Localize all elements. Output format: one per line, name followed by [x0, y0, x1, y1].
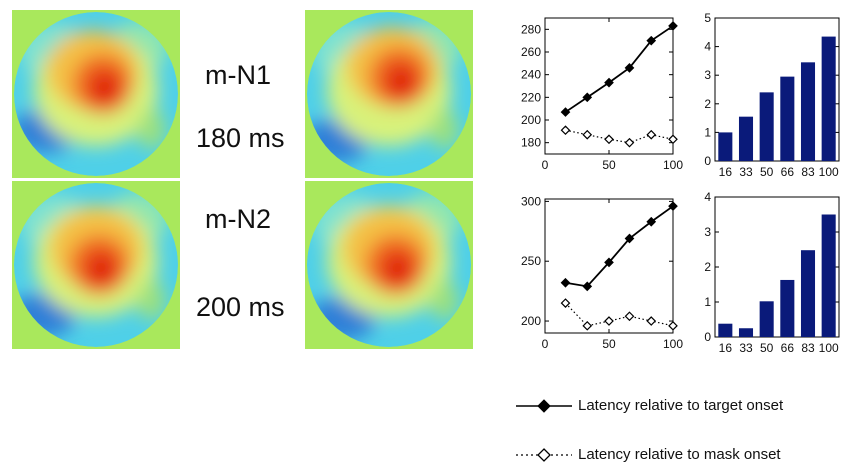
data-point-mask [604, 316, 614, 326]
data-point-target [560, 107, 571, 117]
data-point-mask [646, 129, 657, 140]
y-tick-label: 220 [521, 90, 541, 104]
y-tick-label: 4 [704, 190, 711, 204]
x-category-label: 83 [801, 165, 815, 179]
latency-label-n2: 200 ms [196, 292, 285, 322]
data-point-mask [582, 320, 593, 331]
line-chart-n1: 180 200 220 240 260 280 0 50 100 [500, 0, 700, 190]
y-tick-label: 2 [704, 97, 711, 111]
y-tick-label: 0 [704, 154, 711, 168]
bar [800, 250, 816, 337]
y-tick-label: 4 [704, 40, 711, 54]
x-category-label: 100 [819, 341, 839, 355]
topo-map-n2-left [12, 181, 180, 349]
topo-map-n2-right [305, 181, 473, 349]
data-point-mask [624, 137, 635, 148]
bar [821, 214, 836, 337]
y-tick-label: 280 [521, 22, 541, 36]
data-point-mask [668, 320, 678, 331]
x-tick-label: 100 [663, 158, 683, 172]
series-line-target [564, 25, 674, 113]
bar [759, 92, 774, 161]
y-tick-label: 300 [521, 194, 541, 208]
bar-chart-n1: 0 1 2 3 4 5 16 33 50 66 83 100 [690, 0, 844, 190]
data-point-target [624, 63, 635, 73]
data-point-mask [582, 129, 593, 140]
x-category-label: 16 [719, 341, 733, 355]
y-tick-label: 5 [704, 11, 711, 25]
bar [780, 279, 795, 337]
x-tick-label: 0 [542, 337, 549, 351]
component-label-n2: m-N2 [205, 204, 271, 234]
data-point-target [646, 216, 657, 227]
y-tick-label: 200 [521, 314, 541, 328]
x-category-label: 16 [719, 165, 733, 179]
line-chart-n2: 200 250 300 0 50 100 [500, 180, 700, 360]
x-category-label: 33 [739, 165, 753, 179]
data-point-target [604, 257, 614, 268]
legend-target-label: Latency relative to target onset [578, 397, 784, 414]
bar [759, 301, 774, 337]
x-category-label: 50 [760, 341, 774, 355]
y-tick-label: 2 [704, 260, 711, 274]
x-category-label: 100 [819, 165, 839, 179]
y-tick-label: 1 [704, 295, 711, 309]
bar [800, 62, 816, 161]
data-point-mask [560, 125, 571, 136]
data-point-mask [646, 316, 657, 326]
data-point-target [582, 281, 593, 292]
bar [821, 36, 836, 162]
data-point-mask [668, 134, 678, 145]
legend-mask-label: Latency relative to mask onset [578, 446, 781, 463]
bar-chart-n2: 0 1 2 3 4 16 33 50 66 83 100 [690, 180, 844, 360]
y-tick-label: 260 [521, 45, 541, 59]
plot-frame [714, 196, 840, 338]
topo-map-n1-right [305, 10, 473, 178]
data-point-target [604, 77, 614, 88]
data-point-target [560, 277, 571, 288]
data-point-mask [560, 298, 571, 308]
x-tick-label: 0 [542, 158, 549, 172]
x-category-label: 66 [781, 165, 795, 179]
bar [718, 132, 733, 161]
x-category-label: 33 [739, 341, 753, 355]
bar [738, 328, 754, 337]
y-tick-label: 250 [521, 254, 541, 268]
y-tick-label: 3 [704, 225, 711, 239]
data-point-target [668, 21, 678, 31]
x-category-label: 66 [781, 341, 795, 355]
x-category-label: 83 [801, 341, 815, 355]
x-category-label: 50 [760, 165, 774, 179]
x-tick-label: 50 [602, 158, 616, 172]
data-point-target [582, 92, 593, 103]
data-point-target [624, 233, 635, 244]
plot-frame [714, 17, 840, 162]
y-tick-label: 180 [521, 136, 541, 150]
data-point-mask [624, 311, 635, 322]
y-tick-label: 1 [704, 125, 711, 139]
latency-label-n1: 180 ms [196, 123, 285, 153]
y-tick-label: 3 [704, 68, 711, 82]
bar [718, 323, 733, 337]
data-point-mask [604, 134, 614, 145]
component-label-n1: m-N1 [205, 60, 271, 90]
x-tick-label: 100 [663, 337, 683, 351]
y-tick-label: 0 [704, 330, 711, 344]
x-tick-label: 50 [602, 337, 616, 351]
y-tick-label: 240 [521, 68, 541, 82]
data-point-target [668, 201, 678, 212]
bar [738, 116, 754, 161]
data-point-target [646, 35, 657, 46]
bar [780, 76, 795, 161]
topo-map-n1-left [12, 10, 180, 178]
y-tick-label: 200 [521, 113, 541, 127]
